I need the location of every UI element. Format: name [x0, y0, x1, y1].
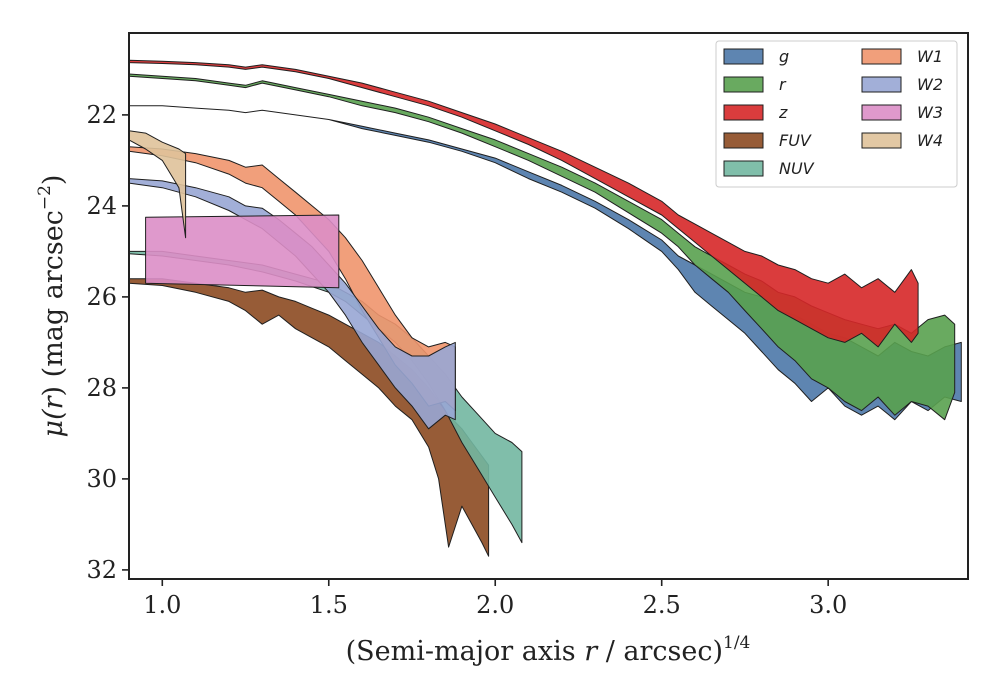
y-axis-ticks: 22 24 26 28 30 32 [86, 101, 129, 584]
y-tick-label: 26 [86, 283, 117, 311]
y-axis-label-close: ) [38, 175, 69, 186]
legend-swatch-nuv [723, 160, 764, 177]
legend-label-r: r [779, 75, 787, 94]
x-tick-label: 2.0 [476, 591, 514, 619]
legend-label-w1: W1 [917, 47, 943, 66]
y-tick-label: 30 [86, 465, 117, 493]
y-axis-label-mu: μ( [38, 408, 69, 438]
x-axis-label: (Semi-major axis r / arcsec)1/4 [346, 633, 751, 667]
y-axis-label-variable: r [38, 394, 69, 409]
y-axis-label-exponent: −2 [35, 185, 55, 210]
series-band-w3 [145, 214, 340, 289]
x-axis-label-variable: r [584, 636, 599, 667]
y-tick-label: 22 [86, 101, 117, 129]
legend-label-w4: W4 [917, 131, 943, 150]
y-axis-label: μ(r) (mag arcsec−2) [35, 175, 69, 438]
series-band-fuv [129, 278, 490, 557]
legend-label-fuv: FUV [779, 131, 812, 150]
legend-swatch-w2 [861, 76, 902, 93]
y-tick-label: 28 [86, 374, 117, 402]
series-band-w4 [129, 130, 187, 239]
x-axis-label-part: (Semi-major axis [346, 636, 585, 667]
plot-frame [128, 32, 969, 580]
x-tick-label: 1.5 [310, 591, 348, 619]
series-band-g [129, 105, 962, 421]
legend-label-g: g [779, 47, 789, 66]
series-bands [129, 59, 962, 557]
legend: grz FUV NUV W1 W2 W3 W4 [715, 40, 958, 188]
legend-swatch-fuv [723, 132, 764, 149]
y-axis-label-unit: ) (mag arcsec [38, 210, 69, 396]
legend-label-w3: W3 [917, 103, 943, 122]
legend-swatch-g [723, 48, 764, 65]
legend-label-nuv: NUV [779, 159, 815, 178]
legend-swatch-w1 [861, 48, 902, 65]
series-band-r [129, 73, 956, 421]
legend-swatch-w4 [861, 132, 902, 149]
legend-label-w2: W2 [917, 75, 943, 94]
legend-swatch-w3 [861, 104, 902, 121]
x-axis-label-exponent: 1/4 [723, 633, 750, 653]
y-tick-label: 32 [86, 556, 117, 584]
x-tick-label: 3.0 [809, 591, 847, 619]
x-axis-ticks: 1.0 1.5 2.0 2.5 3.0 [143, 579, 847, 619]
legend-swatch-r [723, 76, 764, 93]
legend-label-z: z [778, 103, 788, 122]
y-tick-label: 24 [86, 192, 117, 220]
x-tick-label: 1.0 [143, 591, 181, 619]
series-band-z [129, 59, 919, 348]
x-tick-label: 2.5 [643, 591, 681, 619]
x-axis-label-unit: / arcsec) [597, 636, 723, 667]
legend-swatch-z [723, 104, 764, 121]
